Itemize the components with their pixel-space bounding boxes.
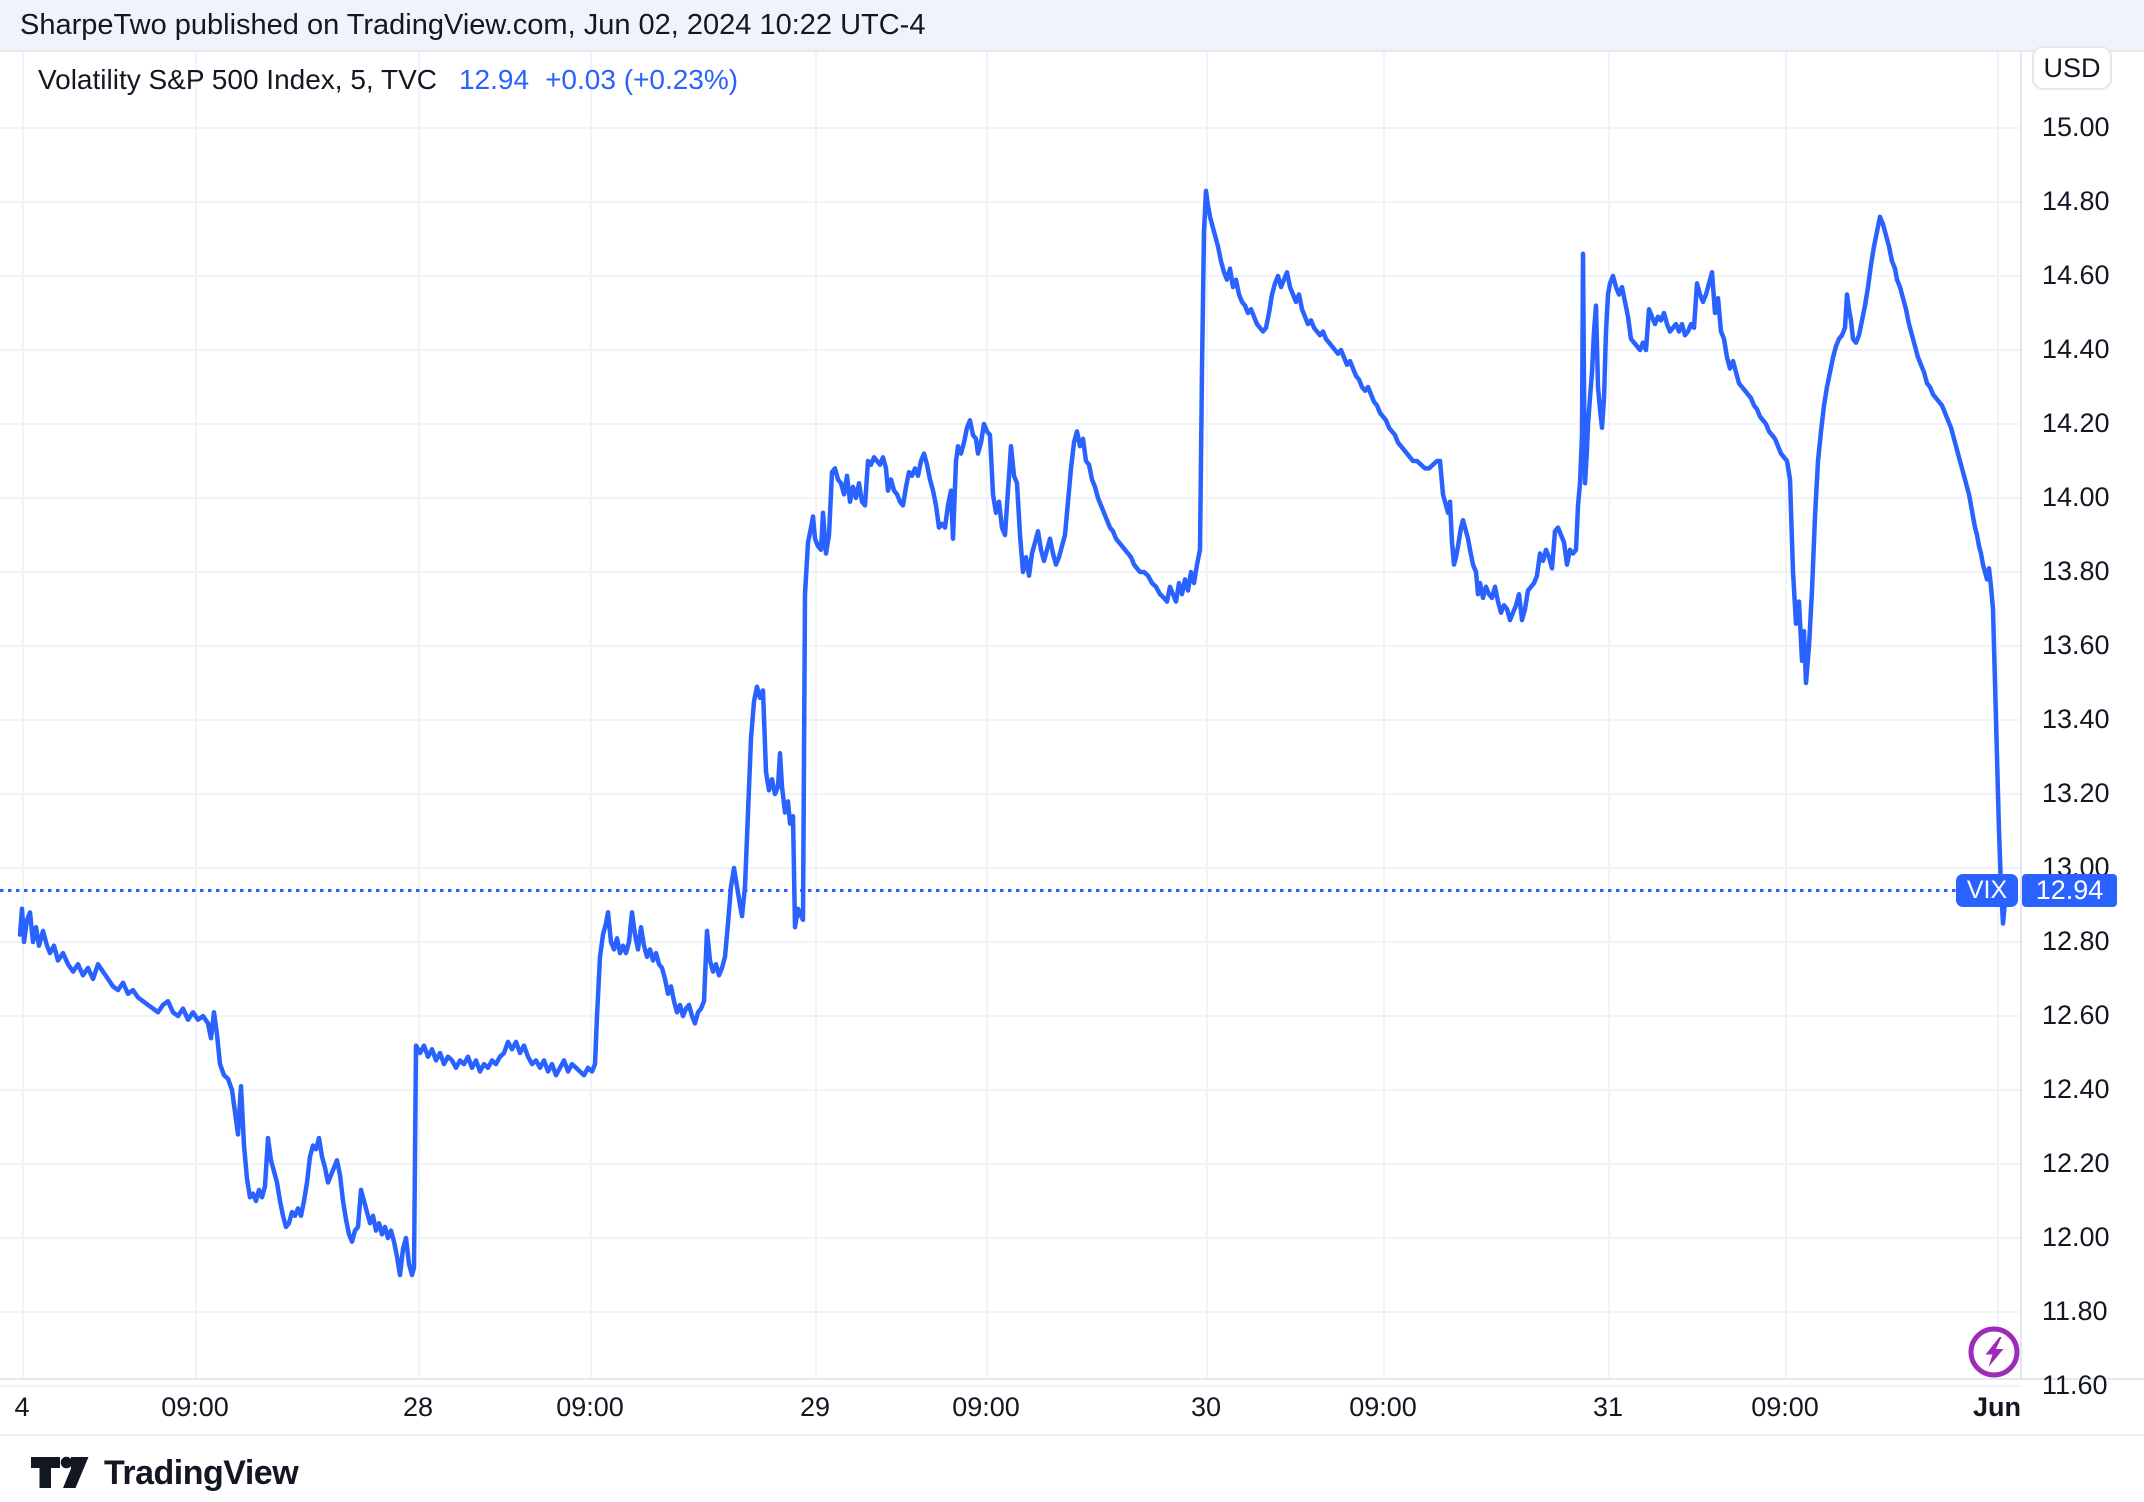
currency-label: USD (2043, 52, 2101, 83)
time-axis-label: 09:00 (1349, 1392, 1417, 1422)
gridline-vertical (418, 52, 420, 1378)
gridline-horizontal (0, 571, 2020, 573)
price-axis-label: 13.60 (2042, 630, 2110, 660)
price-change: +0.03 (+0.23%) (545, 64, 739, 95)
price-axis-label: 13.80 (2042, 556, 2110, 586)
attribution-text: SharpeTwo published on TradingView.com, … (20, 9, 926, 41)
time-axis-label: 28 (402, 1392, 434, 1422)
price-axis-label: 12.00 (2042, 1222, 2110, 1252)
time-axis-label: 09:00 (161, 1392, 229, 1422)
footer-border (0, 1434, 2144, 1436)
price-axis-label: 14.60 (2042, 260, 2110, 290)
gridline-horizontal (0, 497, 2020, 499)
symbol-title: Volatility S&P 500 Index, 5, TVC (38, 64, 437, 95)
last-price-flag-text: 12.94 (2035, 875, 2104, 906)
currency-button[interactable]: USD (2032, 46, 2112, 90)
time-axis-label: 09:00 (1751, 1392, 1819, 1422)
symbol-flag-text: VIX (1966, 876, 2008, 905)
gridline-vertical (1383, 52, 1385, 1378)
price-axis-label: 14.00 (2042, 482, 2110, 512)
time-axis-label: 29 (799, 1392, 831, 1422)
gridline-horizontal (0, 1163, 2020, 1165)
time-axis-label: 4 (14, 1392, 30, 1422)
price-axis-label: 13.20 (2042, 778, 2110, 808)
attribution-bar: SharpeTwo published on TradingView.com, … (0, 0, 2144, 52)
gridline-vertical (1785, 52, 1787, 1378)
price-axis-label: 14.80 (2042, 186, 2110, 216)
gridline-horizontal (0, 1089, 2020, 1091)
price-axis-border (2020, 52, 2022, 1378)
gridline-vertical (1608, 52, 1610, 1378)
gridline-horizontal (0, 127, 2020, 129)
price-axis-label: 14.40 (2042, 334, 2110, 364)
gridline-horizontal (0, 201, 2020, 203)
time-axis-label: Jun (1972, 1392, 2022, 1422)
current-price-line (0, 889, 1956, 892)
last-price-flag: 12.94 (2022, 874, 2117, 908)
gridline-horizontal (0, 349, 2020, 351)
publish-idea-button[interactable] (1966, 1324, 2022, 1380)
gridline-vertical (986, 52, 988, 1378)
gridline-horizontal (0, 1015, 2020, 1017)
time-axis-label: 30 (1190, 1392, 1222, 1422)
gridline-horizontal (0, 423, 2020, 425)
price-axis-label: 12.60 (2042, 1000, 2110, 1030)
price-line-series (17, 188, 2009, 1278)
price-axis-label: 11.60 (2042, 1370, 2108, 1396)
gridline-horizontal (0, 867, 2020, 869)
gridline-vertical (815, 52, 817, 1378)
price-axis-label: 13.40 (2042, 704, 2110, 734)
symbol-flag: VIX (1956, 874, 2018, 908)
symbol-legend: Volatility S&P 500 Index, 5, TVC 12.94 +0.… (38, 64, 738, 96)
last-price-value: 12.94 (458, 64, 530, 95)
price-axis[interactable]: 15.00 14.80 14.60 14.40 14.20 14.00 13.80 13.60… (2022, 0, 2144, 1396)
tradingview-logo-text: TradingView (104, 1453, 299, 1492)
gridline-horizontal (0, 1237, 2020, 1239)
time-axis-label: 09:00 (556, 1392, 624, 1422)
lightning-icon (1968, 1326, 2020, 1378)
gridline-horizontal (0, 793, 2020, 795)
price-axis-label: 11.80 (2042, 1296, 2108, 1326)
price-axis-label: 12.40 (2042, 1074, 2110, 1104)
tradingview-logo-icon (31, 1456, 89, 1488)
time-axis-border (0, 1378, 2144, 1380)
gridline-vertical (1206, 52, 1208, 1378)
gridline-vertical (590, 52, 592, 1378)
gridline-horizontal (0, 1311, 2020, 1313)
price-axis-label: 12.20 (2042, 1148, 2110, 1178)
gridline-horizontal (0, 645, 2020, 647)
gridline-horizontal (0, 719, 2020, 721)
time-axis-label: 09:00 (952, 1392, 1020, 1422)
price-axis-label: 14.20 (2042, 408, 2110, 438)
gridline-horizontal (0, 941, 2020, 943)
tradingview-logo[interactable]: TradingView (30, 1453, 299, 1493)
price-axis-label: 12.80 (2042, 926, 2110, 956)
time-axis-label: 31 (1592, 1392, 1624, 1422)
gridline-horizontal (0, 1385, 2020, 1387)
price-axis-label: 15.00 (2042, 112, 2110, 142)
gridline-vertical (22, 52, 24, 1378)
gridline-vertical (195, 52, 197, 1378)
gridline-horizontal (0, 275, 2020, 277)
